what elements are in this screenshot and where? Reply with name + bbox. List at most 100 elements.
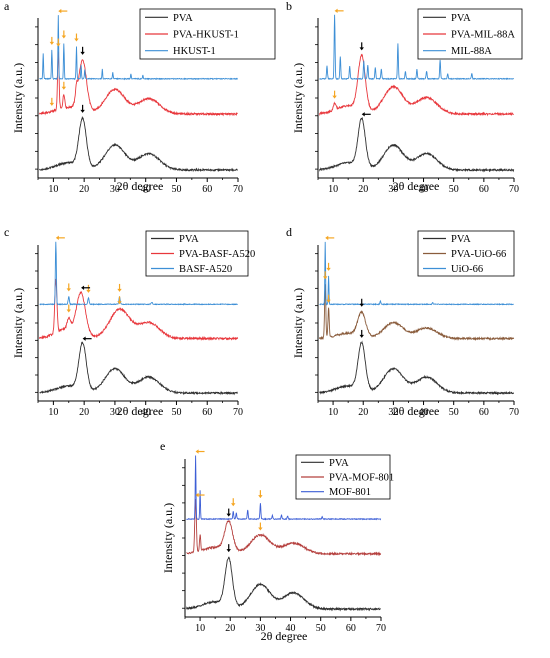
peak-arrow-head [82,336,86,341]
series-line-mof-801 [186,455,382,521]
legend-label: PVA [451,13,471,24]
x-tick-label: 70 [233,184,243,195]
series-line-pva-basf-a520 [39,278,239,341]
peak-arrow-head [66,309,71,313]
x-tick-label: 10 [328,184,338,195]
peak-arrow-head [334,8,338,14]
peak-arrow-head [325,235,329,241]
x-tick-label: 10 [48,407,58,418]
y-axis-title: Intensity (a.u.) [11,288,25,358]
peak-arrow-head [56,43,61,47]
series-line-pva-mil-88a [319,53,514,117]
peak-arrow-head [61,35,67,39]
panel-e: e 10 20 30 40 50 60 70 2θ degree Intensity (a.u.)… [160,439,394,643]
x-tick-label: 40 [419,184,429,195]
y-axis-title: Intensity (a.u.) [161,503,175,573]
legend: PVA PVA-UiO-66 UiO-66 [417,230,515,277]
series-line-pva [39,116,239,173]
peak-arrow-head [361,112,365,117]
x-tick-label: 60 [479,184,489,195]
peak-arrow-head [49,41,55,45]
peak-arrow-head [117,288,122,292]
panel-a: a 10 20 30 40 50 60 70 2θ degree Intensity (a.u.)… [4,0,276,195]
peak-arrow-head [258,527,263,531]
legend-label: MOF-801 [329,487,371,498]
x-tick-label: 20 [358,184,368,195]
peak-arrow-head [80,51,85,55]
legend-label: HKUST-1 [173,46,216,57]
x-axis-title: 2θ degree [261,629,308,643]
x-tick-label: 30 [110,407,120,418]
peak-arrow-head [359,303,364,307]
legend-label: PVA-HKUST-1 [173,30,239,41]
panel-c: c 10 20 30 40 50 60 70 2θ degree Intensity (a.u.)… [4,225,255,418]
peak-arrow-head [74,38,79,42]
legend: PVA PVA-BASF-A520 BASF-A520 [145,230,255,277]
panel-letter: b [286,0,292,13]
x-axis-title: 2θ degree [393,179,440,193]
series-line-mil-88a [319,14,515,81]
x-tick-label: 10 [48,184,58,195]
peak-arrow-head [86,289,91,293]
peak-arrow-head [258,495,263,499]
x-tick-label: 10 [195,623,205,634]
peak-arrow-head [117,301,122,305]
x-tick-label: 20 [225,623,235,634]
peak-arrow-head [80,109,85,113]
x-tick-label: 70 [509,184,519,195]
peak-arrow-head [66,288,71,292]
legend-label: PVA-MIL-88A [451,30,515,41]
x-tick-label: 20 [358,407,368,418]
panel-b: b 10 20 30 40 50 60 70 2θ degree Intensity (a.u.)… [286,0,523,195]
series-line-pva [319,116,515,173]
legend-label: PVA [329,458,349,469]
legend-label: PVA-UiO-66 [451,249,506,260]
peak-arrow-head [58,8,62,14]
y-axis-title: Intensity (a.u.) [11,63,25,133]
x-tick-label: 50 [171,407,181,418]
panel-letter: c [4,225,9,239]
series-line-basf-a520 [39,241,239,306]
x-tick-label: 70 [233,407,243,418]
x-axis-title: 2θ degree [117,404,164,418]
legend: PVA PVA-MOF-801 MOF-801 [295,454,394,500]
legend: PVA PVA-MIL-88A MIL-88A [417,8,523,60]
x-tick-label: 50 [449,407,459,418]
x-tick-label: 30 [110,184,120,195]
x-tick-label: 30 [388,184,398,195]
series-line-hkust-1 [39,15,238,81]
x-tick-label: 30 [388,407,398,418]
x-tick-label: 50 [316,623,326,634]
x-tick-label: 50 [171,184,181,195]
x-tick-label: 60 [479,407,489,418]
peak-arrow-head [359,47,364,51]
legend-label: PVA [451,234,471,245]
peak-arrow-head [49,102,55,106]
x-tick-label: 60 [346,623,356,634]
panel-letter: e [160,439,165,453]
series-line-pva [319,340,515,396]
peak-arrow-head [359,334,364,338]
peak-arrow-head [55,235,59,241]
legend-label: UiO-66 [451,264,483,275]
panel-letter: d [286,225,292,239]
legend-label: PVA-MOF-801 [329,473,394,484]
x-tick-label: 10 [328,407,338,418]
x-tick-label: 40 [141,407,151,418]
series-line-pva-hkust-1 [39,51,238,117]
x-axis-title: 2θ degree [117,179,164,193]
legend-label: PVA-BASF-A520 [179,249,255,260]
y-axis-title: Intensity (a.u.) [291,288,305,358]
series-line-pva-mof-801 [186,498,382,557]
y-axis-title: Intensity (a.u.) [291,63,305,133]
x-tick-label: 60 [202,184,212,195]
peak-arrow-head [81,285,85,290]
x-tick-label: 20 [79,407,89,418]
legend: PVA PVA-HKUST-1 HKUST-1 [139,8,276,60]
legend-label: PVA [179,234,199,245]
x-tick-label: 70 [376,623,386,634]
x-tick-label: 40 [419,407,429,418]
x-axis-title: 2θ degree [393,404,440,418]
peak-arrow-head [326,299,331,303]
